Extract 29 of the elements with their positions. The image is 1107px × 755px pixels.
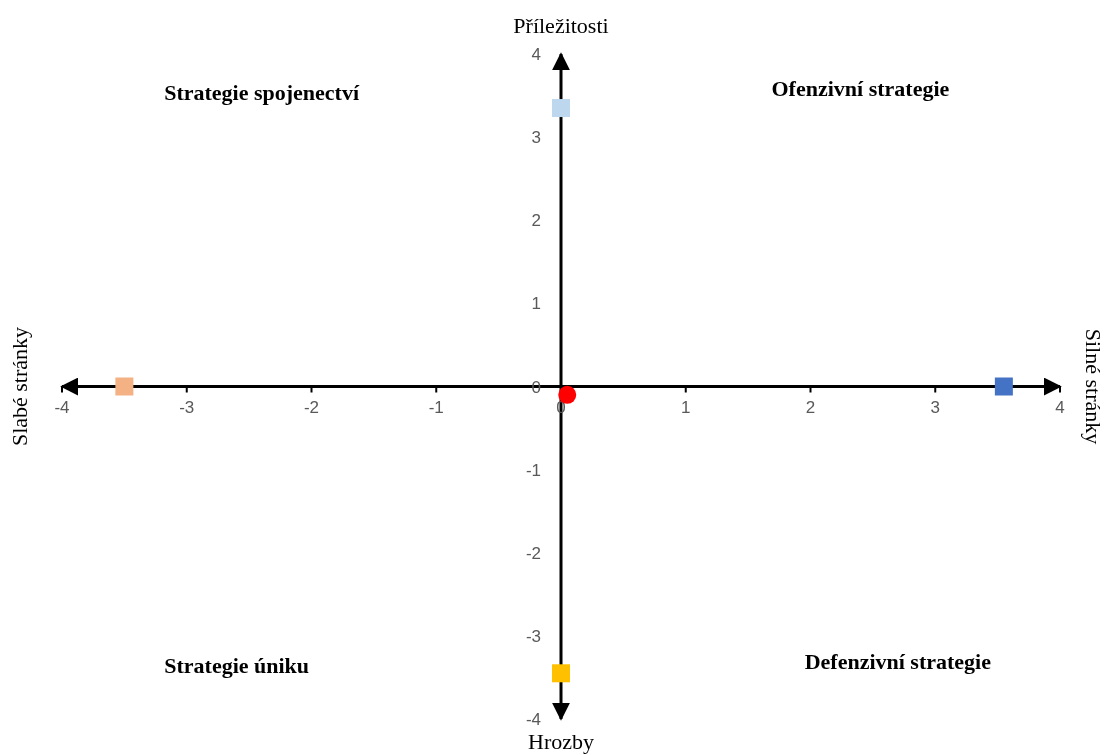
y-axis-title: Příležitosti <box>513 13 609 38</box>
x-tick-label: 1 <box>681 397 691 417</box>
annotation: Defenzivní strategie <box>804 649 992 675</box>
y-tick-label: -1 <box>525 460 541 480</box>
text: Silné stránky <box>1081 328 1106 445</box>
text: Hrozby <box>528 729 594 754</box>
x-tick-label: -2 <box>303 397 320 417</box>
text: Slabé stránky <box>7 326 32 447</box>
x-tick-label: 4 <box>1055 397 1065 417</box>
x-tick-label: 2 <box>805 397 816 417</box>
x-tick-label: 0 <box>556 397 566 417</box>
y-tick-label: -3 <box>525 626 541 646</box>
annotation: Strategie spojenectví <box>164 79 360 105</box>
point <box>994 377 1013 396</box>
y-tick-label: 3 <box>531 128 541 148</box>
x-tick-label: 3 <box>930 397 940 417</box>
annotation: Strategie úniku <box>164 653 310 679</box>
annotation: Ofenzivní strategie <box>771 75 950 101</box>
point <box>552 99 570 118</box>
y-tick-label: -4 <box>525 710 541 729</box>
x-tick-label: -4 <box>54 397 70 417</box>
x-tick-label: -3 <box>179 397 195 417</box>
y-tick-label: 4 <box>531 45 541 64</box>
y-tick-label: 1 <box>531 294 541 314</box>
x-tick-label: -1 <box>428 397 444 417</box>
y-tick-label: 2 <box>531 211 541 231</box>
y-tick-label: -2 <box>525 543 541 563</box>
point <box>552 664 570 683</box>
point <box>115 377 134 396</box>
